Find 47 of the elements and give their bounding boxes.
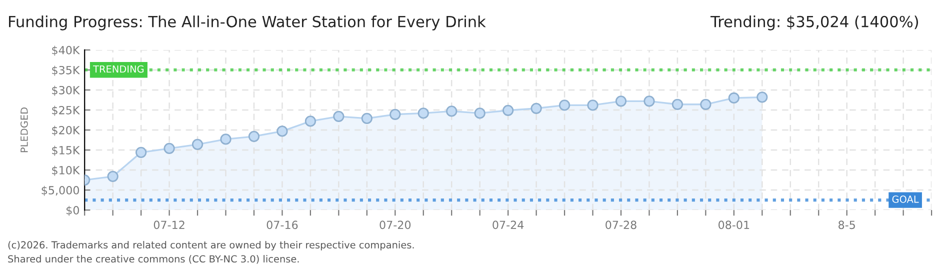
point xyxy=(164,142,175,154)
y-tick-label: $40K xyxy=(52,46,80,56)
point xyxy=(248,130,260,142)
y-tick-label: $25K xyxy=(52,106,80,116)
point xyxy=(418,108,429,119)
y-tick-label: $10K xyxy=(52,166,80,176)
y-tick-label: $5,000 xyxy=(42,186,79,196)
x-tick-label: 08-01 xyxy=(718,220,750,230)
x-tick-label: 07-28 xyxy=(606,220,636,230)
point xyxy=(107,170,118,182)
point xyxy=(530,102,542,114)
chart-subtitle: Trending: $35,024 (1400%) xyxy=(710,16,918,30)
point xyxy=(700,98,712,110)
chart-title: Funding Progress: The All-in-One Water Station for Every Drink xyxy=(9,16,486,30)
x-tick-label: 07-12 xyxy=(154,220,184,230)
x-tick-label: 8-5 xyxy=(838,220,855,230)
point xyxy=(304,116,316,127)
point xyxy=(756,92,768,103)
text: Shared under the creative commons (CC BY-NC 3.0) license. xyxy=(8,255,299,264)
point xyxy=(361,112,372,124)
y-axis-title: PLEDGED xyxy=(20,108,28,152)
y-tick-label: $15K xyxy=(52,146,80,156)
point xyxy=(192,138,204,150)
point xyxy=(474,108,486,119)
point xyxy=(558,100,570,111)
point xyxy=(446,106,458,117)
point xyxy=(672,98,684,110)
point xyxy=(502,104,514,116)
y-tick-label: $0 xyxy=(66,206,79,216)
point xyxy=(615,96,627,107)
x-tick-label: 07-20 xyxy=(380,220,411,230)
point xyxy=(644,96,655,107)
y-tick-label: $30K xyxy=(52,86,80,96)
ref-line-label: GOAL xyxy=(892,196,919,203)
point xyxy=(136,146,147,158)
y-tick-label: $35K xyxy=(52,66,80,76)
point xyxy=(390,108,401,120)
point xyxy=(220,134,232,145)
point xyxy=(276,126,288,137)
point xyxy=(333,110,344,122)
point xyxy=(587,100,598,111)
y-tick-label: $20K xyxy=(52,126,80,136)
text: (c)2026. Trademarks and related content are owned by their respective companies. xyxy=(8,240,414,250)
point xyxy=(728,92,740,104)
x-tick-label: 07-16 xyxy=(266,220,298,230)
x-tick-label: 07-24 xyxy=(492,220,524,230)
ref-line-label: TRENDING xyxy=(93,65,144,73)
